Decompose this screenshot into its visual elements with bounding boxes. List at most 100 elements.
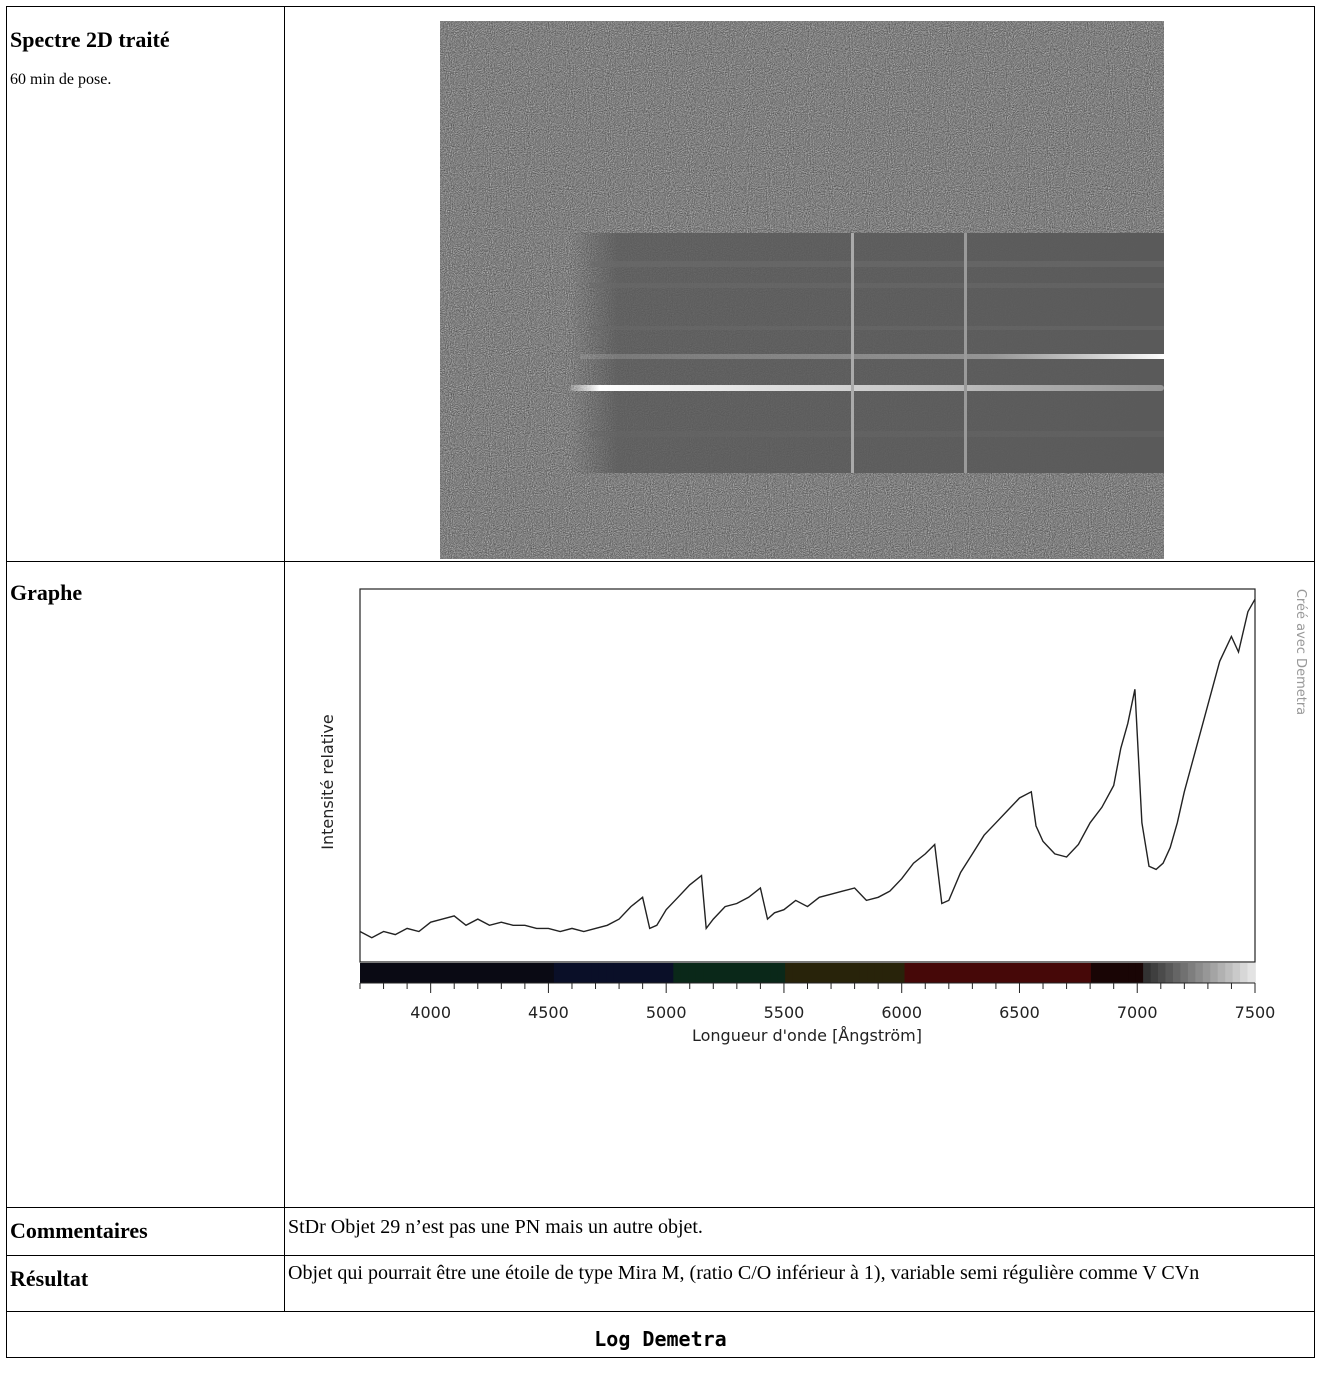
color-strip-segment bbox=[718, 963, 727, 983]
graph-cell: 4000 4500 5000 5500 6000 6500 7000 7500 Longueu… bbox=[284, 561, 1315, 1208]
color-strip-segment bbox=[1053, 963, 1062, 983]
spectrum-label-cell: Spectre 2D traité 60 min de pose. bbox=[6, 6, 285, 562]
graph-label-cell: Graphe bbox=[6, 561, 285, 1208]
spectrum-line bbox=[359, 598, 1256, 939]
color-strip-segment bbox=[1001, 963, 1010, 983]
color-strip-segment bbox=[389, 963, 399, 983]
x-tick-label: 6500 bbox=[999, 1003, 1040, 1022]
color-strip-segment bbox=[531, 963, 540, 983]
color-strip-segment bbox=[994, 963, 1003, 983]
color-strip-segment bbox=[471, 963, 481, 983]
color-strip-segment bbox=[1150, 963, 1159, 983]
color-strip-segment bbox=[464, 963, 473, 983]
color-strip-segment bbox=[904, 963, 913, 983]
plot-frame bbox=[359, 588, 1256, 963]
color-strip-segment bbox=[576, 963, 585, 983]
color-strip-segment bbox=[949, 963, 958, 983]
color-strip-segment bbox=[1240, 963, 1249, 983]
color-strip-segment bbox=[643, 963, 652, 983]
color-strip-segment bbox=[1225, 963, 1234, 983]
emission-line bbox=[964, 233, 967, 473]
color-strip-segment bbox=[494, 963, 503, 983]
color-strip-segment bbox=[815, 963, 824, 983]
color-strip-segment bbox=[568, 963, 578, 983]
color-strip-segment bbox=[710, 963, 719, 983]
comment-row: Commentaires StDr Objet 29 n’est pas une… bbox=[6, 1207, 1315, 1256]
color-strip-segment bbox=[412, 963, 421, 983]
color-strip-segment bbox=[516, 963, 525, 983]
color-strip-segment bbox=[397, 963, 406, 983]
log-title: Log Demetra bbox=[594, 1327, 727, 1351]
color-strip-segment bbox=[546, 963, 555, 983]
x-tick-label: 7500 bbox=[1235, 1003, 1276, 1022]
emission-line bbox=[851, 233, 854, 473]
color-strip-segment bbox=[1165, 963, 1174, 983]
color-strip-segment bbox=[442, 963, 451, 983]
color-strip-segment bbox=[1098, 963, 1107, 983]
y-axis-label: Intensité relative bbox=[318, 714, 337, 849]
color-strip-segment bbox=[427, 963, 436, 983]
color-strip-segment bbox=[1173, 963, 1182, 983]
color-strip-segment bbox=[1068, 963, 1077, 983]
color-strip-segment bbox=[926, 963, 936, 983]
result-text: Objet qui pourrait être une étoile de ty… bbox=[288, 1262, 1200, 1284]
color-strip-segment bbox=[911, 963, 921, 983]
color-strip-segment bbox=[785, 963, 794, 983]
spectrum-label: Spectre 2D traité bbox=[10, 27, 170, 52]
comment-text: StDr Objet 29 n’est pas une PN mais un a… bbox=[288, 1216, 703, 1238]
color-strip-segment bbox=[434, 963, 443, 983]
color-strip-segment bbox=[859, 963, 868, 983]
x-tick-label: 7000 bbox=[1117, 1003, 1158, 1022]
comment-label: Commentaires bbox=[10, 1218, 148, 1243]
color-strip-segment bbox=[561, 963, 570, 983]
color-strip-segment bbox=[524, 963, 533, 983]
x-tick-label: 4000 bbox=[410, 1003, 451, 1022]
x-tick-label: 4500 bbox=[528, 1003, 569, 1022]
color-strip-segment bbox=[688, 963, 697, 983]
color-strip-segment bbox=[1143, 963, 1152, 983]
color-strip-segment bbox=[665, 963, 675, 983]
color-strip-segment bbox=[1232, 963, 1241, 983]
color-strip-segment bbox=[606, 963, 615, 983]
color-strip-segment bbox=[889, 963, 898, 983]
color-strip-segment bbox=[486, 963, 496, 983]
color-strip-segment bbox=[1038, 963, 1047, 983]
color-strip-segment bbox=[650, 963, 660, 983]
color-strip-segment bbox=[874, 963, 883, 983]
color-strip-segment bbox=[509, 963, 518, 983]
color-strip-segment bbox=[1135, 963, 1144, 983]
color-strip-segment bbox=[374, 963, 384, 983]
color-strip bbox=[360, 963, 1256, 983]
secondary-trace bbox=[580, 354, 1164, 359]
comment-label-cell: Commentaires bbox=[6, 1207, 285, 1256]
band-stripe bbox=[590, 261, 1164, 267]
color-strip-segment bbox=[971, 963, 980, 983]
color-strip-segment bbox=[829, 963, 839, 983]
color-strip-segment bbox=[636, 963, 645, 983]
color-strip-segment bbox=[800, 963, 809, 983]
x-tick-label: 6000 bbox=[881, 1003, 922, 1022]
color-strip-segment bbox=[1113, 963, 1122, 983]
spectrum-image-cell bbox=[284, 6, 1315, 562]
color-strip-segment bbox=[591, 963, 600, 983]
main-trace bbox=[570, 385, 1164, 391]
color-strip-segment bbox=[404, 963, 414, 983]
log-cell: Log Demetra bbox=[6, 1311, 1315, 1358]
color-strip-segment bbox=[986, 963, 995, 983]
color-strip-segment bbox=[583, 963, 593, 983]
color-strip-segment bbox=[1210, 963, 1219, 983]
graph-label: Graphe bbox=[10, 580, 83, 605]
color-strip-segment bbox=[1083, 963, 1092, 983]
color-strip-segment bbox=[777, 963, 786, 983]
color-strip-segment bbox=[732, 963, 742, 983]
color-strip-segment bbox=[553, 963, 563, 983]
color-strip-segment bbox=[1016, 963, 1025, 983]
x-axis-label: Longueur d'onde [Ångström] bbox=[692, 1026, 922, 1045]
color-strip-segment bbox=[792, 963, 801, 983]
color-strip-segment bbox=[479, 963, 488, 983]
color-strip-segment bbox=[941, 963, 951, 983]
comment-cell: StDr Objet 29 n’est pas une PN mais un a… bbox=[284, 1207, 1315, 1256]
x-tick-label: 5500 bbox=[764, 1003, 805, 1022]
color-strip-segment bbox=[1158, 963, 1167, 983]
color-strip-segment bbox=[762, 963, 772, 983]
